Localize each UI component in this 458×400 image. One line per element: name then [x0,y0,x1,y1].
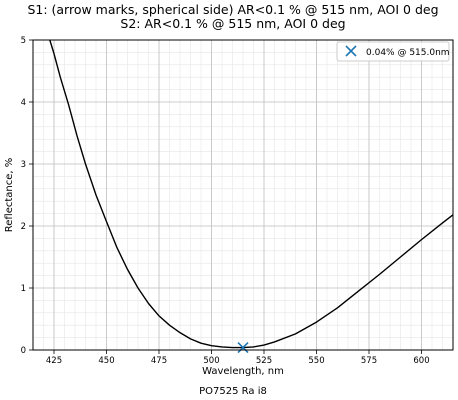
x-tick-label: 600 [413,356,429,366]
legend-x-marker [345,45,357,57]
chart-title-line-2: S2: AR<0.1 % @ 515 nm, AOI 0 deg [120,16,345,31]
y-tick-label: 1 [21,284,26,294]
y-tick-label: 4 [21,98,26,108]
series-layer [49,39,454,349]
y-axis-label: Reflectance, % [4,158,15,233]
x-tick-label: 550 [308,356,324,366]
legend-marker-glyph [345,45,357,57]
x-axis-ticks: 425 450 475 500 525 550 575 600 [46,350,430,366]
x-axis-label: Wavelength, nm [202,366,284,377]
plot-frame [32,39,454,351]
legend: 0.04% @ 515.0nm [336,41,450,62]
y-tick-label: 3 [21,160,26,170]
x-tick-label: 425 [46,356,62,366]
figure-caption: PO7525 Ra i8 [199,386,267,397]
x-tick-label: 525 [256,356,272,366]
y-axis-ticks: 0 1 2 3 4 5 [21,36,33,356]
reflectance-curve [49,39,454,349]
x-tick-label: 575 [361,356,377,366]
chart-title-line-1: S1: (arrow marks, spherical side) AR<0.1… [27,2,438,17]
x-tick-label: 475 [151,356,167,366]
y-tick-label: 5 [21,36,26,46]
x-tick-label: 500 [203,356,219,366]
minor-grid [32,40,454,350]
legend-box [336,41,450,62]
x-tick-label: 450 [98,356,114,366]
y-tick-label: 2 [21,222,26,232]
min-reflectance-marker [237,341,249,354]
y-tick-label: 0 [21,346,26,356]
marker-layer [237,341,249,354]
legend-label: 0.04% @ 515.0nm [366,48,450,58]
